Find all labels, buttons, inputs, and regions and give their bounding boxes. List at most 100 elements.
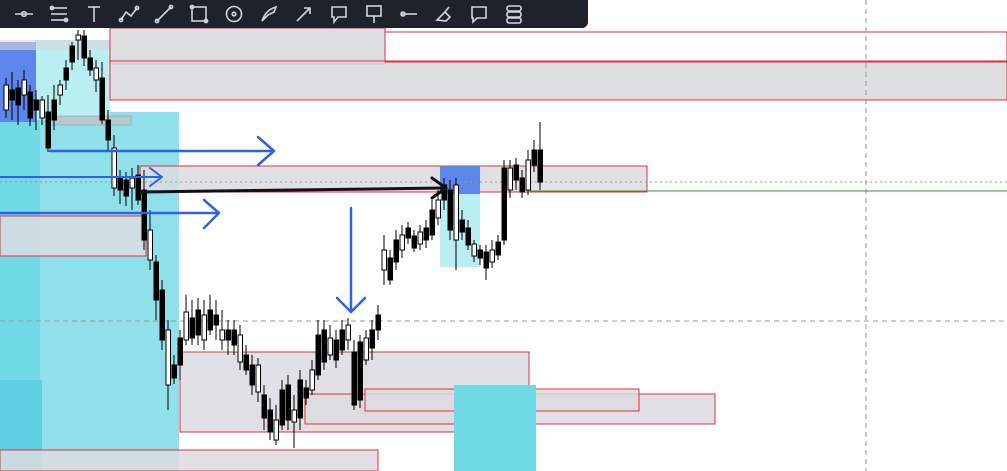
candle-body [93,67,99,81]
candle-body [453,184,459,241]
candle-body [321,329,327,363]
candle-body [279,389,285,426]
candles [3,30,543,448]
candle-body [63,67,69,81]
rectangle-icon[interactable] [181,1,216,27]
candle-body [57,84,63,96]
candle-body [447,189,453,231]
candle-body [51,99,57,121]
candle-body [273,419,279,441]
candle-body [459,219,465,233]
candle-body [405,227,411,239]
candle-body [531,149,537,166]
path-icon[interactable] [111,1,146,27]
price-label-icon[interactable] [356,1,391,27]
candle-body [33,99,39,111]
candle-body [39,99,45,119]
candle-body [3,84,9,111]
candle-body [393,239,399,263]
blue-arrow-down [335,206,367,314]
settings-list-icon[interactable] [496,1,531,27]
brush-icon[interactable] [146,1,181,27]
grey-box-small [51,115,132,126]
blue-arrow-left-1 [0,167,163,187]
arrows [0,135,448,314]
candle-body [69,45,75,63]
candle-body [243,354,249,371]
candle-body [429,209,435,236]
candle-body [399,234,405,251]
candle-body [165,329,171,386]
candle-body [45,111,51,149]
eraser-icon[interactable] [426,1,461,27]
candle-body [309,369,315,391]
candle-body [207,309,213,331]
candle-body [501,167,507,241]
candle-body [201,314,207,341]
candle-body [159,289,165,341]
cyan-zone-bottom-center [454,385,536,471]
candle-body [513,164,519,181]
candle-body [375,314,381,331]
candle-body [87,57,93,71]
candle-body [285,384,291,421]
candle-body [21,79,27,96]
candle-body [507,167,513,191]
candle-body [117,177,123,191]
trend-line-icon[interactable] [391,1,426,27]
zone-top-3 [384,31,1007,63]
candle-body [135,174,141,201]
candle-body [435,199,441,219]
arrow-marker-icon[interactable] [286,1,321,27]
candle-body [537,149,543,183]
candle-body [261,394,267,419]
candle-body [129,177,135,189]
candle-body [231,329,237,346]
candle-body [357,341,363,401]
candle-body [105,119,111,141]
blue-arrow-top [48,135,276,167]
candle-body [333,339,339,361]
candle-body [195,309,201,336]
candle-body [381,249,387,271]
candle-body [249,364,255,386]
candle-body [177,337,183,366]
candle-body [237,334,243,363]
candle-body [81,35,87,59]
candle-body [387,257,393,281]
candle-body [345,324,351,341]
fib-retracement-icon[interactable] [41,1,76,27]
horizontal-ray-icon[interactable] [6,1,41,27]
candle-body [123,179,129,197]
callout-icon[interactable] [321,1,356,27]
drawing-toolbar [0,0,588,28]
candle-body [369,329,375,349]
candle-body [183,311,189,341]
candle-body [303,387,309,399]
candle-body [171,364,177,379]
candle-body [423,227,429,241]
candle-body [147,229,153,261]
zone-top-2 [109,60,1007,101]
candle-body [489,249,495,263]
candle-body [477,249,483,259]
candle-body [111,147,117,189]
candle-body [219,329,225,341]
zone-bottom-4 [0,449,379,471]
comment-icon[interactable] [461,1,496,27]
candle-body [327,337,333,356]
candle-body [141,189,147,241]
zone-top-1 [109,27,386,65]
candle-body [363,337,369,361]
circle-icon[interactable] [216,1,251,27]
candle-body [291,409,297,423]
zone-left-block [0,215,147,257]
candle-body [75,34,81,41]
candle-body [351,351,357,406]
text-tool-icon[interactable] [76,1,111,27]
black-arrow [138,176,448,200]
candle-body [417,231,423,245]
highlighter-icon[interactable] [251,1,286,27]
